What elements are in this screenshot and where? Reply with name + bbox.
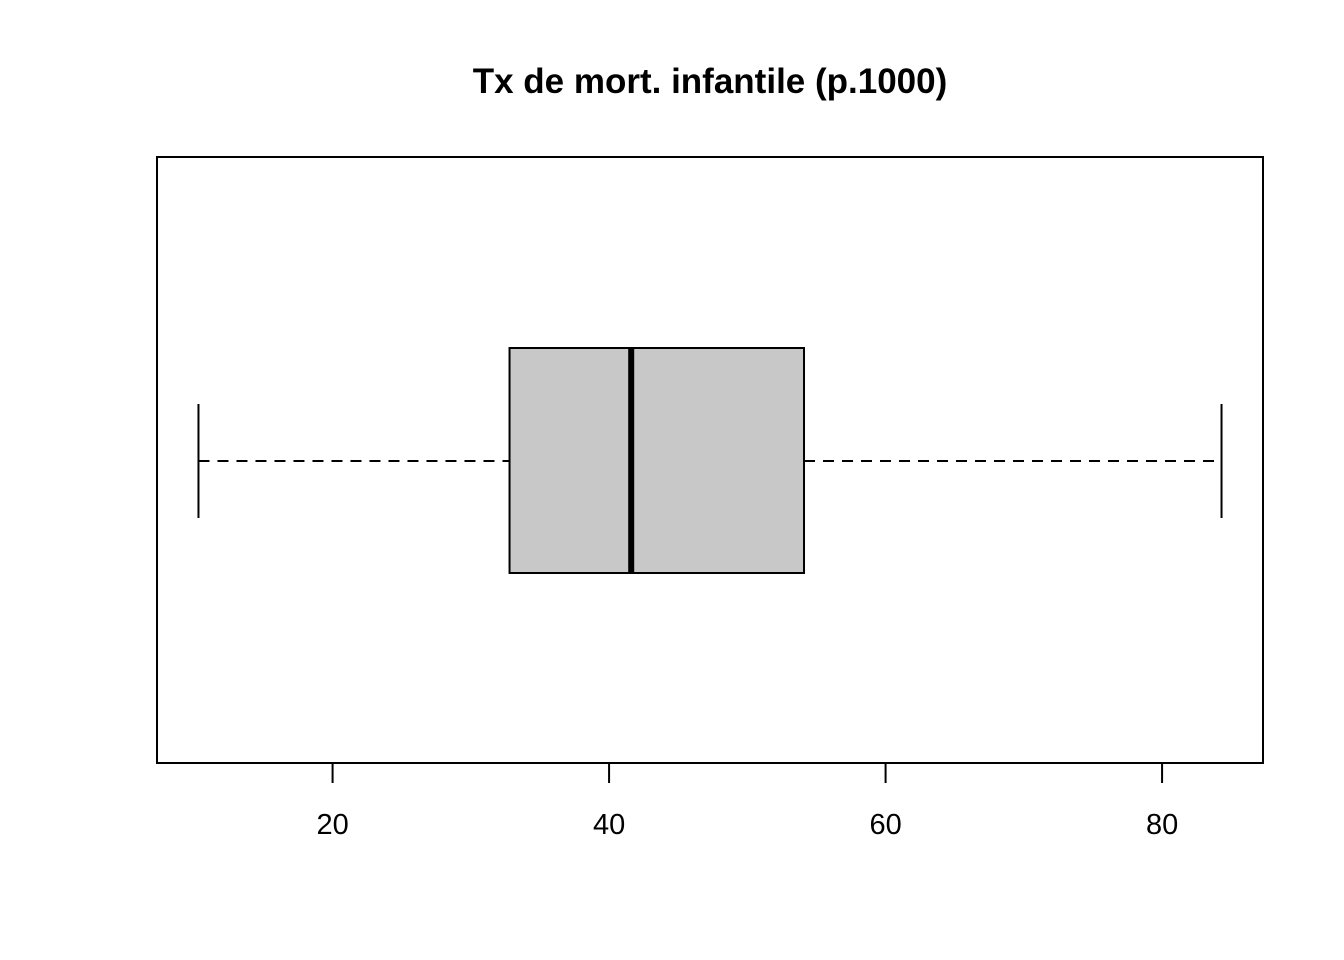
x-tick-label: 20 <box>316 809 348 841</box>
chart-title: Tx de mort. infantile (p.1000) <box>473 62 948 101</box>
x-tick-label: 40 <box>593 809 625 841</box>
plot-frame <box>156 156 1264 764</box>
box-group <box>197 347 1223 574</box>
x-tick-label: 80 <box>1146 809 1178 841</box>
x-tick-label: 60 <box>869 809 901 841</box>
interquartile-box <box>508 347 806 574</box>
x-axis: 20 40 60 80 <box>316 763 1178 841</box>
